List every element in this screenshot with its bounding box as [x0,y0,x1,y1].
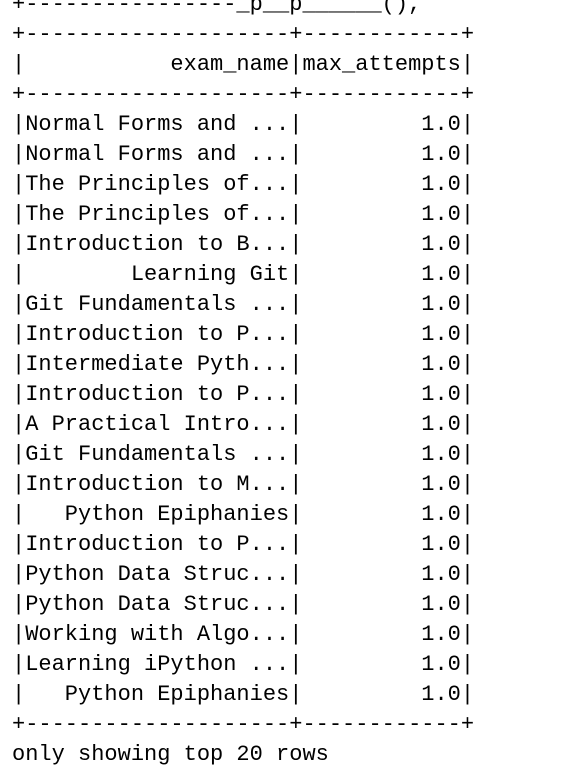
console-output: +----------------_p__p______(), +--------… [12,0,474,770]
table-top-border: +--------------------+------------+ [12,22,475,47]
row-count-note: only showing top 20 rows [12,742,329,767]
table-row: |Python Data Struc...| 1.0| [12,562,475,587]
table-row: |Introduction to P...| 1.0| [12,382,475,407]
table-header-row: | exam_name|max_attempts| [12,52,475,77]
table-row: |Introduction to P...| 1.0| [12,322,475,347]
table-header-separator: +--------------------+------------+ [12,82,475,107]
table-bottom-border: +--------------------+------------+ [12,712,475,737]
table-row: |Introduction to M...| 1.0| [12,472,475,497]
table-row: |Intermediate Pyth...| 1.0| [12,352,475,377]
table-row: |Normal Forms and ...| 1.0| [12,142,475,167]
console-top-fragment: +----------------_p__p______(), [12,0,422,17]
table-row: |Introduction to P...| 1.0| [12,532,475,557]
table-row: |Introduction to B...| 1.0| [12,232,475,257]
table-row: |Normal Forms and ...| 1.0| [12,112,475,137]
table-row: |Git Fundamentals ...| 1.0| [12,292,475,317]
table-row: |Learning iPython ...| 1.0| [12,652,475,677]
table-row: | Python Epiphanies| 1.0| [12,502,475,527]
table-row: |The Principles of...| 1.0| [12,172,475,197]
table-row: | Learning Git| 1.0| [12,262,475,287]
table-row: |Working with Algo...| 1.0| [12,622,475,647]
table-row: | Python Epiphanies| 1.0| [12,682,475,707]
table-row: |Git Fundamentals ...| 1.0| [12,442,475,467]
table-row: |Python Data Struc...| 1.0| [12,592,475,617]
table-row: |The Principles of...| 1.0| [12,202,475,227]
table-row: |A Practical Intro...| 1.0| [12,412,475,437]
